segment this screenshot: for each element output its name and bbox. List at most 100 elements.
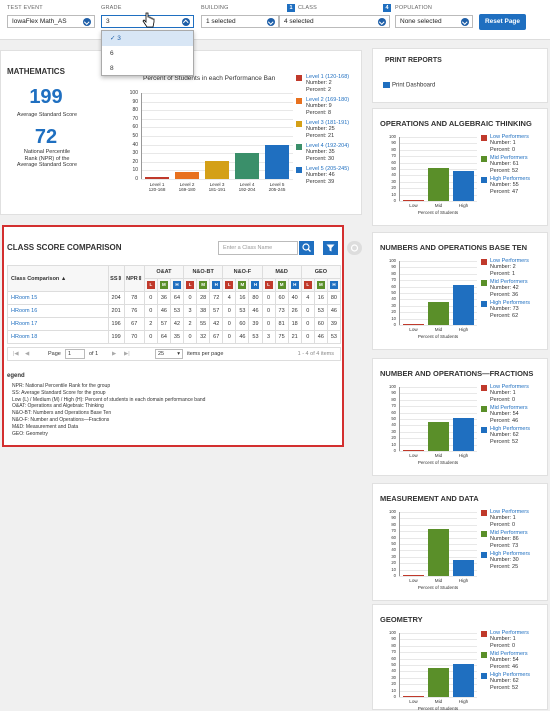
first-page-icon[interactable]: |◀ [13, 351, 19, 357]
y-tick-label: 90 [391, 140, 396, 146]
x-tick-label: Level 3 181-191 [208, 182, 226, 192]
band-badge: L [186, 281, 195, 289]
band-header[interactable]: H [326, 278, 342, 292]
page-number-input[interactable]: 1 [65, 349, 85, 359]
legend-line: M&D: Measurement and Data [12, 423, 79, 430]
table-cell: 0 [222, 317, 237, 331]
print-dashboard-link[interactable]: Print Dashboard [383, 82, 435, 89]
grade-option-6[interactable]: 6 [110, 50, 114, 57]
legend-swatch [481, 673, 487, 679]
refresh-button[interactable] [347, 241, 362, 255]
population-select[interactable]: None selected [395, 15, 473, 28]
y-tick-label: 0 [393, 198, 396, 203]
legend-entry-mid[interactable]: Mid Performers Number: 42 Percent: 36 [490, 279, 528, 298]
y-tick-label: 20 [391, 435, 396, 441]
class-name-link[interactable]: HRoom 15 [7, 291, 109, 305]
chevron-down-icon [378, 18, 386, 26]
y-tick-label: 90 [391, 636, 396, 642]
legend-entry-high[interactable]: High Performers Number: 30 Percent: 25 [490, 551, 531, 570]
legend-swatch [481, 301, 487, 307]
legend-entry-level-1[interactable]: Level 1 (120-168) Number: 2 Percent: 2 [306, 74, 350, 93]
legend-entry-low[interactable]: Low Performers Number: 1 Percent: 0 [490, 509, 529, 528]
band-header[interactable]: L [143, 278, 158, 292]
legend-entry-high[interactable]: High Performers Number: 62 Percent: 52 [490, 672, 531, 691]
legend-entry-mid[interactable]: Mid Performers Number: 61 Percent: 52 [490, 155, 528, 174]
legend-entry-high[interactable]: High Performers Number: 55 Percent: 47 [490, 176, 531, 195]
gridline [141, 144, 293, 146]
class-search-input[interactable]: Enter a Class Name [218, 241, 298, 255]
gridline [141, 101, 293, 103]
x-axis-label: Percent of Students [417, 210, 459, 215]
grade-option-8[interactable]: 8 [110, 65, 114, 72]
filter-icon [326, 244, 335, 252]
legend-line: Low (L) / Medium (M) / High (H): Percent… [12, 396, 206, 403]
legend-entry-level-3[interactable]: Level 3 (181-191) Number: 25 Percent: 21 [306, 120, 350, 139]
band-header[interactable]: M [274, 278, 289, 292]
gridline [399, 293, 477, 294]
x-tick-label: Mid [434, 327, 443, 332]
gridline [141, 136, 293, 137]
band-header[interactable]: H [248, 278, 263, 292]
last-page-icon[interactable]: ▶| [124, 351, 130, 357]
legend-entry-low[interactable]: Low Performers Number: 1 Percent: 0 [490, 630, 529, 649]
gridline [399, 451, 477, 452]
y-tick-label: 60 [391, 409, 396, 415]
table-cell: 0 [222, 304, 237, 318]
legend-entry-mid[interactable]: Mid Performers Number: 86 Percent: 73 [490, 530, 528, 549]
legend-swatch [481, 652, 487, 658]
band-header[interactable]: L [261, 278, 276, 292]
legend-entry-mid[interactable]: Mid Performers Number: 54 Percent: 46 [490, 405, 528, 424]
bar-low [403, 450, 424, 451]
column-ss[interactable]: SS⇕ [107, 265, 125, 292]
items-per-page-select[interactable]: 25 ▾ [155, 349, 183, 359]
table-cell: 46 [235, 330, 250, 344]
legend-entry-level-4[interactable]: Level 4 (192-204) Number: 35 Percent: 30 [306, 143, 350, 162]
building-select[interactable]: 1 selected [201, 15, 279, 28]
band-header[interactable]: M [196, 278, 211, 292]
legend-swatch [296, 75, 302, 81]
column-npr[interactable]: NPR⇕ [123, 265, 145, 292]
legend-entry-mid[interactable]: Mid Performers Number: 54 Percent: 46 [490, 651, 528, 670]
band-header[interactable]: L [222, 278, 237, 292]
column-class-comparison[interactable]: Class Comparison ▲ [7, 265, 109, 292]
table-cell: 80 [248, 291, 263, 305]
bar-level-3 [205, 160, 229, 179]
table-cell: 80 [326, 291, 342, 305]
band-header[interactable]: H [287, 278, 302, 292]
legend-swatch [296, 121, 302, 127]
legend-entry-low[interactable]: Low Performers Number: 1 Percent: 0 [490, 384, 529, 403]
bar-high [453, 663, 474, 697]
reset-page-button[interactable]: Reset Page [479, 14, 526, 30]
class-name-link[interactable]: HRoom 18 [7, 330, 109, 344]
legend-entry-high[interactable]: High Performers Number: 62 Percent: 52 [490, 426, 531, 445]
prev-page-icon[interactable]: ◀ [25, 351, 30, 357]
band-header[interactable]: H [169, 278, 185, 292]
x-axis-label: Percent of Students [417, 706, 459, 711]
next-page-icon[interactable]: ▶ [112, 351, 117, 357]
legend-swatch [481, 552, 487, 558]
test-event-label: TEST EVENT [7, 5, 43, 11]
table-cell: 42 [169, 317, 185, 331]
band-header[interactable]: M [156, 278, 171, 292]
test-event-select[interactable]: IowaFlex Math_AS [7, 15, 95, 28]
band-header[interactable]: M [235, 278, 250, 292]
band-header[interactable]: M [313, 278, 328, 292]
band-header[interactable]: H [209, 278, 224, 292]
band-header[interactable]: L [300, 278, 315, 292]
band-header[interactable]: L [183, 278, 198, 292]
class-name-link[interactable]: HRoom 17 [7, 317, 109, 331]
gridline [399, 406, 477, 408]
search-button[interactable] [299, 241, 314, 255]
grade-option-3[interactable]: ✓ 3 [102, 31, 193, 46]
legend-swatch [481, 177, 487, 183]
legend-entry-level-2[interactable]: Level 2 (169-180) Number: 9 Percent: 8 [306, 97, 350, 116]
legend-entry-level-5[interactable]: Level 5 (205-245) Number: 46 Percent: 39 [306, 166, 350, 185]
band-badge: H [212, 281, 221, 289]
x-tick-label: Mid [434, 699, 443, 704]
legend-entry-high[interactable]: High Performers Number: 73 Percent: 62 [490, 300, 531, 319]
filter-button[interactable] [323, 241, 338, 255]
class-name-link[interactable]: HRoom 16 [7, 304, 109, 318]
class-select[interactable]: 4 selected [279, 15, 390, 28]
legend-entry-low[interactable]: Low Performers Number: 2 Percent: 1 [490, 258, 529, 277]
legend-entry-low[interactable]: Low Performers Number: 1 Percent: 0 [490, 134, 529, 153]
